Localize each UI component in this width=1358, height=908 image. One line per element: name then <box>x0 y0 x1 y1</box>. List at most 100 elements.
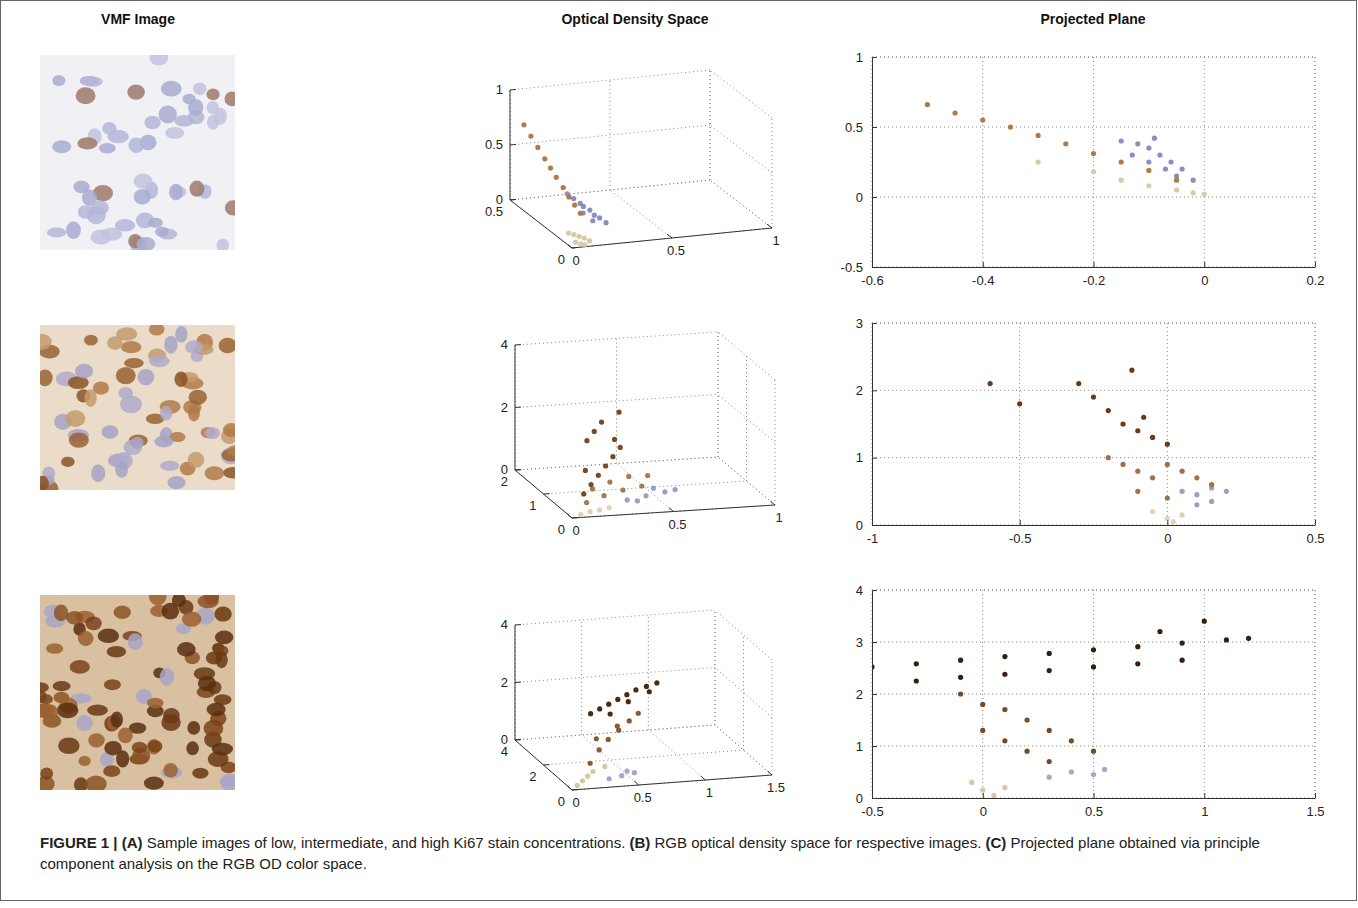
projected-point <box>1119 178 1124 183</box>
nucleus <box>40 690 47 703</box>
nucleus <box>150 55 168 65</box>
x-tick-label: 0 <box>572 253 579 268</box>
z-tick-label: 0 <box>496 192 503 207</box>
projected-point <box>1106 408 1111 413</box>
nucleus <box>40 369 53 386</box>
nucleus <box>215 651 227 668</box>
x-tick-label: 0.2 <box>1306 273 1324 288</box>
figure-label: FIGURE 1 | <box>40 834 118 851</box>
y-tick: 2 <box>856 687 877 702</box>
projected-point <box>1024 717 1029 722</box>
projected-point <box>1194 502 1199 507</box>
y-tick-mark <box>872 267 877 268</box>
projected-point <box>1120 462 1125 467</box>
projected-point <box>958 675 963 680</box>
od-point <box>651 486 656 491</box>
nucleus <box>77 137 97 149</box>
x-tick-label: -0.2 <box>1083 273 1105 288</box>
od-point <box>554 175 559 180</box>
nucleus <box>149 355 170 367</box>
nucleus <box>58 737 80 754</box>
column-title: Projected Plane <box>1040 11 1145 27</box>
nucleus <box>118 727 133 743</box>
y-tick-mark <box>872 390 877 391</box>
projected-point <box>1102 767 1107 772</box>
projected-point <box>1141 415 1146 420</box>
y-tick-label: 3 <box>856 316 863 331</box>
x-tick-label: 0 <box>572 795 579 810</box>
projected-point <box>988 381 993 386</box>
nucleus <box>149 325 165 336</box>
grid-line <box>515 668 715 683</box>
projected-point <box>1002 707 1007 712</box>
grid-line <box>510 70 710 90</box>
caption-text: RGB optical density space for respective… <box>655 834 982 851</box>
projected-point <box>1135 644 1140 649</box>
x-tick <box>634 781 639 785</box>
od-point <box>571 196 576 201</box>
y-tick: 3 <box>856 316 877 331</box>
nucleus <box>188 405 200 422</box>
nucleus <box>57 702 79 718</box>
projected-point <box>1202 192 1207 197</box>
projected-point <box>1036 159 1041 164</box>
grid-line <box>616 339 617 464</box>
projected-point <box>1157 152 1162 157</box>
grid-line <box>872 694 1315 695</box>
grid-line <box>515 395 718 408</box>
nucleus <box>147 698 164 709</box>
nucleus <box>160 461 179 471</box>
od-space-plot: 00.511.5024024 <box>501 610 785 810</box>
y-axis: 01234 <box>856 583 877 806</box>
grid-line <box>718 332 775 380</box>
od-point <box>662 489 667 494</box>
nucleus <box>85 775 106 790</box>
y-tick-mark <box>872 525 877 526</box>
x-tick <box>567 786 572 790</box>
x-axis-line <box>873 267 1316 268</box>
x-axis-line <box>873 525 1316 526</box>
x-tick <box>567 514 572 518</box>
grid-line <box>515 457 718 470</box>
x-tick: 0 <box>980 793 987 819</box>
od-point <box>587 208 592 213</box>
projected-point <box>1135 661 1140 666</box>
z-tick-label: 1 <box>496 82 503 97</box>
grid-line <box>572 775 772 790</box>
od-point <box>626 474 631 479</box>
x-tick <box>567 244 572 248</box>
nucleus <box>107 646 126 658</box>
nucleus <box>78 631 94 646</box>
z-tick-label: 4 <box>501 617 508 632</box>
projected-point <box>980 728 985 733</box>
x-tick-label: 1 <box>775 510 782 525</box>
x-axis-line <box>873 798 1316 799</box>
nucleus <box>155 226 169 236</box>
nucleus <box>160 406 172 421</box>
projected-point <box>1091 772 1096 777</box>
nucleus <box>87 704 108 715</box>
frame-right <box>1315 323 1316 525</box>
y-tick-label: 2 <box>856 687 863 702</box>
x-tick-label: 0.5 <box>634 790 652 805</box>
nucleus <box>223 423 235 437</box>
od-point <box>603 463 608 468</box>
od-point <box>603 220 608 225</box>
nucleus <box>124 358 144 368</box>
od-point <box>633 687 638 692</box>
caption: FIGURE 1 | (A) Sample images of low, int… <box>40 832 1330 874</box>
nucleus <box>220 776 235 787</box>
nucleus <box>40 334 52 350</box>
nucleus <box>188 452 205 468</box>
od-point <box>594 736 599 741</box>
nucleus <box>90 229 111 244</box>
projected-point <box>1091 394 1096 399</box>
y-tick-label: 2 <box>529 769 536 784</box>
y-tick: 1 <box>856 50 877 65</box>
projected-point <box>1119 138 1124 143</box>
nucleus <box>99 143 116 154</box>
x-axis: -0.500.511.5 <box>861 793 1324 819</box>
projected-point <box>1191 178 1196 183</box>
grid-line <box>872 57 1315 58</box>
grid-line <box>510 125 710 145</box>
